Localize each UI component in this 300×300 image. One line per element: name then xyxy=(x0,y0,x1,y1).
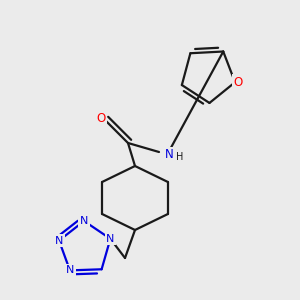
Text: N: N xyxy=(55,236,63,246)
Text: O: O xyxy=(233,76,243,89)
Text: N: N xyxy=(106,234,115,244)
Text: N: N xyxy=(80,216,88,226)
Text: N: N xyxy=(165,148,173,161)
Text: O: O xyxy=(96,112,106,124)
Text: N: N xyxy=(66,266,74,275)
Text: H: H xyxy=(176,152,184,162)
